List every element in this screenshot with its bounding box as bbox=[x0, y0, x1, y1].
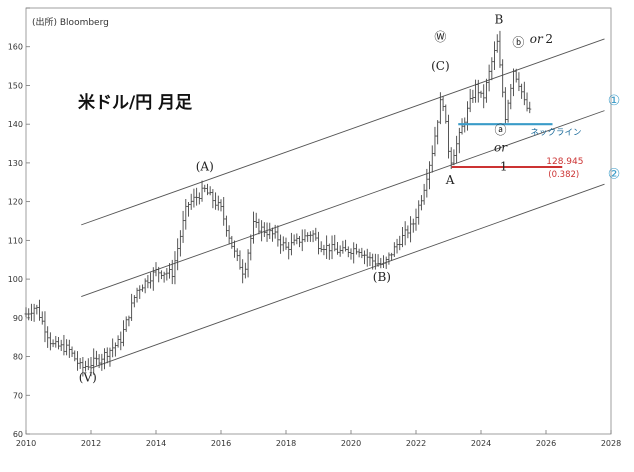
x-tick-label: 2028 bbox=[601, 439, 621, 448]
x-tick-label: 2014 bbox=[146, 439, 166, 448]
x-tick-label: 2012 bbox=[81, 439, 101, 448]
x-tick-label: 2024 bbox=[471, 439, 491, 448]
y-tick-label: 160 bbox=[8, 43, 23, 52]
channel-line bbox=[81, 38, 605, 226]
target-value-label: 128.945 bbox=[546, 157, 583, 167]
wave-label: (A) bbox=[196, 160, 214, 174]
channel-line bbox=[90, 183, 605, 369]
x-tick-label: 2010 bbox=[16, 439, 36, 448]
wave-label: 1 bbox=[500, 160, 508, 174]
y-tick-label: 110 bbox=[8, 236, 23, 245]
channel-label: ① bbox=[608, 93, 621, 109]
wave-label: or bbox=[494, 140, 508, 154]
y-tick-label: 130 bbox=[8, 159, 23, 168]
y-tick-label: 120 bbox=[8, 198, 23, 207]
x-tick-label: 2026 bbox=[536, 439, 556, 448]
y-tick-label: 60 bbox=[13, 430, 23, 439]
wave-label: (C) bbox=[431, 59, 450, 73]
y-axis: 60 70 80 90 100 110 120 130 140 150 160 bbox=[8, 7, 30, 439]
y-tick-label: 90 bbox=[13, 314, 23, 323]
neckline-label: ネックライン bbox=[531, 128, 582, 138]
price-bars bbox=[24, 30, 532, 377]
channel-label: ② bbox=[608, 166, 621, 182]
y-tick-label: 70 bbox=[13, 391, 23, 400]
wave-label: (V) bbox=[79, 371, 97, 385]
channel-lines: ①② bbox=[81, 38, 621, 369]
level-lines: ネックライン 128.945 (0.382) bbox=[451, 123, 583, 180]
channel-line bbox=[81, 110, 605, 297]
wave-label: A bbox=[445, 173, 455, 187]
wave-label: (B) bbox=[373, 270, 391, 284]
x-tick-label: 2020 bbox=[341, 439, 361, 448]
x-tick-label: 2022 bbox=[406, 439, 426, 448]
y-tick-label: 80 bbox=[13, 353, 23, 362]
wave-label: 2 bbox=[545, 32, 553, 46]
chart-title: 米ドル/円 月足 bbox=[78, 92, 192, 113]
wave-label: or bbox=[530, 32, 544, 46]
wave-label: B bbox=[494, 12, 503, 26]
wave-label: ⓑ bbox=[512, 36, 524, 50]
source-label: (出所) Bloomberg bbox=[32, 16, 109, 28]
y-tick-label: 150 bbox=[8, 81, 23, 90]
target-ratio-label: (0.382) bbox=[548, 170, 579, 180]
wave-label: ⓐ bbox=[494, 123, 506, 137]
x-axis: 2010 2012 2014 2016 2018 2020 2022 2024 2026 2028 bbox=[16, 430, 621, 448]
x-tick-label: 2018 bbox=[276, 439, 296, 448]
plot-frame bbox=[25, 7, 612, 435]
x-tick-label: 2016 bbox=[211, 439, 231, 448]
wave-label: Ⓦ bbox=[434, 30, 446, 44]
y-tick-label: 100 bbox=[8, 275, 23, 284]
y-tick-label: 140 bbox=[8, 120, 23, 129]
